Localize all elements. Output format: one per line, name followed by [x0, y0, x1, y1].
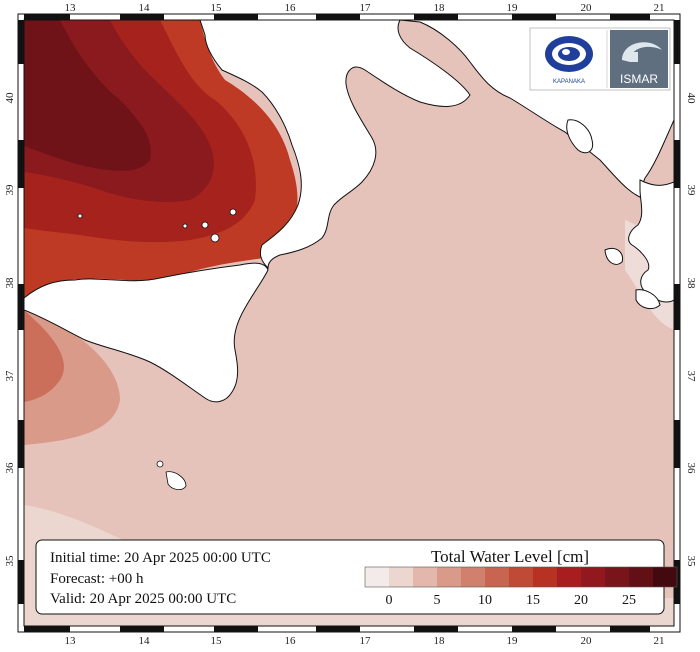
lon-label-top: 18	[434, 2, 446, 14]
land-aeolian-island-4	[182, 223, 188, 229]
water-level-zone-west-2	[24, 310, 64, 402]
lon-label-top: 20	[581, 2, 593, 14]
lon-label-bottom: 20	[581, 635, 593, 647]
land-aeolian-island-3	[229, 208, 237, 216]
legend-swatch	[365, 567, 389, 587]
legend-tick-label: 10	[478, 593, 492, 608]
lon-label-bottom: 18	[434, 635, 446, 647]
legend-tick-label: 0	[386, 593, 393, 608]
lon-label-bottom: 15	[211, 635, 223, 647]
legend-colorbar-frame	[364, 566, 678, 588]
legend-swatch	[461, 567, 485, 587]
logo-left-text: KAPANAKA	[553, 79, 585, 85]
lon-label-bottom: 19	[507, 635, 519, 647]
lon-label-top: 15	[211, 2, 223, 14]
frame-strip-left	[18, 20, 24, 604]
eye-swirl-icon	[545, 36, 593, 72]
legend-tick-label: 25	[622, 593, 636, 608]
legend-swatch	[485, 567, 509, 587]
land-malta	[165, 471, 187, 490]
land-greece-islands	[604, 247, 624, 265]
land-aeolian-island-1	[201, 221, 209, 229]
legend-swatch	[629, 567, 653, 587]
land-aeolian-island-2	[210, 233, 220, 243]
lat-label-right: 39	[685, 185, 697, 197]
lat-label-left: 38	[4, 277, 16, 289]
info-legend-box: Initial time: 20 Apr 2025 00:00 UTC Fore…	[35, 539, 678, 615]
legend-swatch	[557, 567, 581, 587]
initial-time-text: Initial time: 20 Apr 2025 00:00 UTC	[50, 550, 271, 566]
legend-tick-labels: 0 5 10 15 20 25	[386, 593, 637, 608]
legend-swatch	[605, 567, 629, 587]
lat-label-left: 36	[4, 462, 16, 474]
legend-swatch	[581, 567, 605, 587]
lat-label-right: 36	[685, 463, 697, 475]
lon-label-top: 14	[139, 2, 151, 14]
lon-label-top: 17	[360, 2, 372, 14]
legend-tick-label: 5	[434, 593, 441, 608]
lon-label-top: 21	[654, 2, 665, 14]
land-gozo	[156, 460, 164, 468]
lon-label-bottom: 17	[360, 635, 372, 647]
legend-swatch	[389, 567, 413, 587]
legend-swatch	[653, 567, 677, 587]
lat-label-right: 35	[685, 556, 697, 568]
lon-label-top: 13	[65, 2, 77, 14]
legend-swatch	[509, 567, 533, 587]
legend-tick-label: 15	[526, 593, 540, 608]
logo-right-text: ISMAR	[620, 72, 658, 86]
lat-label-right: 38	[685, 278, 697, 290]
lat-label-left: 40	[4, 92, 16, 104]
land-corfu	[566, 119, 594, 154]
lon-label-top: 16	[285, 2, 297, 14]
lon-label-bottom: 14	[139, 635, 151, 647]
land-ustica	[77, 213, 83, 219]
water-level-zone-tyrrhenian-core	[24, 20, 151, 171]
lat-label-left: 35	[4, 555, 16, 567]
lon-label-bottom: 13	[65, 635, 77, 647]
logos-panel: KAPANAKA ISMAR	[529, 27, 671, 91]
legend-title: Total Water Level [cm]	[431, 547, 589, 566]
legend-tick-label: 20	[574, 593, 588, 608]
land-kefalonia	[635, 289, 661, 310]
lon-label-bottom: 16	[285, 635, 297, 647]
valid-time-text: Valid: 20 Apr 2025 00:00 UTC	[50, 591, 236, 607]
land-sicily	[24, 262, 269, 403]
lat-label-left: 39	[4, 184, 16, 196]
forecast-text: Forecast: +00 h	[50, 571, 144, 587]
legend-swatch	[437, 567, 461, 587]
frame-strip-bottom	[24, 626, 650, 632]
lon-label-bottom: 21	[654, 635, 665, 647]
frame-strip-right	[674, 20, 680, 604]
lat-label-left: 37	[4, 370, 16, 382]
lat-label-right: 40	[685, 93, 697, 105]
frame-strip-top	[24, 14, 650, 20]
lon-label-top: 19	[507, 2, 519, 14]
legend-swatch	[413, 567, 437, 587]
land-balkans	[628, 179, 674, 303]
legend-colorbar	[364, 566, 678, 588]
lat-label-right: 37	[685, 371, 697, 383]
ismar-emblem-icon	[610, 30, 668, 88]
legend-swatch	[533, 567, 557, 587]
